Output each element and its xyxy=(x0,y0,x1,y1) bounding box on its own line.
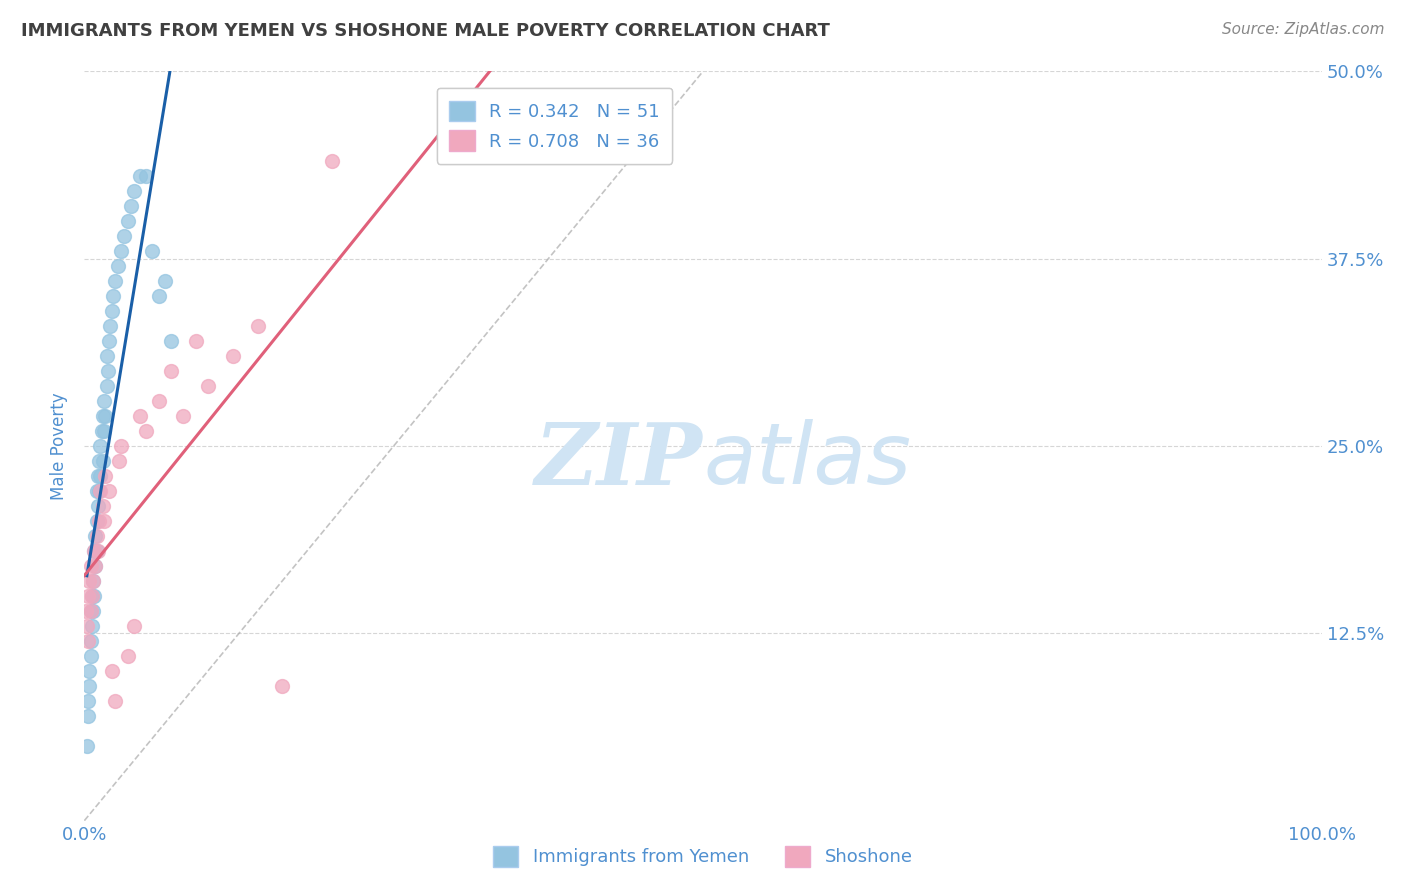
Point xyxy=(80,589,103,603)
Point xyxy=(96,349,118,363)
Point xyxy=(98,319,121,334)
Point xyxy=(83,544,105,558)
Point xyxy=(129,409,152,423)
Point xyxy=(86,544,108,558)
Point xyxy=(82,574,104,588)
Point xyxy=(108,454,131,468)
Point xyxy=(100,304,122,318)
Point xyxy=(79,604,101,618)
Point xyxy=(141,244,163,259)
Point xyxy=(160,364,183,378)
Point xyxy=(197,379,219,393)
Point xyxy=(94,409,117,423)
Point xyxy=(84,529,107,543)
Point xyxy=(83,544,105,558)
Point xyxy=(80,619,103,633)
Point xyxy=(89,439,111,453)
Legend: Immigrants from Yemen, Shoshone: Immigrants from Yemen, Shoshone xyxy=(486,838,920,874)
Point xyxy=(135,424,157,438)
Point xyxy=(97,364,120,378)
Point xyxy=(98,483,121,498)
Point xyxy=(77,589,100,603)
Point xyxy=(222,349,245,363)
Point xyxy=(77,633,100,648)
Point xyxy=(89,469,111,483)
Point xyxy=(93,514,115,528)
Point xyxy=(129,169,152,184)
Point xyxy=(77,694,100,708)
Point xyxy=(86,514,108,528)
Point xyxy=(75,604,97,618)
Point xyxy=(110,244,132,259)
Point xyxy=(120,199,142,213)
Point xyxy=(76,739,98,753)
Point xyxy=(107,259,129,273)
Point xyxy=(148,289,170,303)
Point xyxy=(79,604,101,618)
Point xyxy=(104,694,127,708)
Point xyxy=(93,424,115,438)
Point xyxy=(122,184,145,198)
Point xyxy=(94,469,117,483)
Point xyxy=(104,274,127,288)
Point xyxy=(101,289,124,303)
Point xyxy=(321,154,343,169)
Point xyxy=(84,558,107,573)
Point xyxy=(93,394,115,409)
Text: atlas: atlas xyxy=(703,419,911,502)
Point xyxy=(79,574,101,588)
Point xyxy=(112,229,135,244)
Point xyxy=(79,679,101,693)
Text: Source: ZipAtlas.com: Source: ZipAtlas.com xyxy=(1222,22,1385,37)
Point xyxy=(110,439,132,453)
Point xyxy=(172,409,194,423)
Point xyxy=(91,499,114,513)
Point xyxy=(135,169,157,184)
Point xyxy=(246,319,269,334)
Point xyxy=(89,483,111,498)
Point xyxy=(98,334,121,348)
Point xyxy=(84,558,107,573)
Point xyxy=(89,514,111,528)
Point xyxy=(89,454,111,468)
Point xyxy=(79,664,101,678)
Text: IMMIGRANTS FROM YEMEN VS SHOSHONE MALE POVERTY CORRELATION CHART: IMMIGRANTS FROM YEMEN VS SHOSHONE MALE P… xyxy=(21,22,830,40)
Point xyxy=(117,214,139,228)
Point xyxy=(83,589,105,603)
Point xyxy=(271,679,294,693)
Point xyxy=(82,604,104,618)
Point xyxy=(96,379,118,393)
Point xyxy=(80,589,103,603)
Y-axis label: Male Poverty: Male Poverty xyxy=(51,392,69,500)
Legend: R = 0.342   N = 51, R = 0.708   N = 36: R = 0.342 N = 51, R = 0.708 N = 36 xyxy=(437,88,672,164)
Point xyxy=(87,469,110,483)
Point xyxy=(79,633,101,648)
Point xyxy=(91,409,114,423)
Point xyxy=(89,483,111,498)
Point xyxy=(148,394,170,409)
Point xyxy=(117,648,139,663)
Point xyxy=(184,334,207,348)
Point xyxy=(86,483,108,498)
Point xyxy=(79,648,101,663)
Point xyxy=(87,544,110,558)
Point xyxy=(160,334,183,348)
Point xyxy=(122,619,145,633)
Point xyxy=(87,499,110,513)
Point xyxy=(100,664,122,678)
Point xyxy=(90,424,112,438)
Point xyxy=(153,274,176,288)
Point xyxy=(79,558,101,573)
Point xyxy=(76,619,98,633)
Point xyxy=(91,454,114,468)
Point xyxy=(86,529,108,543)
Point xyxy=(77,708,100,723)
Point xyxy=(82,574,104,588)
Text: ZIP: ZIP xyxy=(536,419,703,503)
